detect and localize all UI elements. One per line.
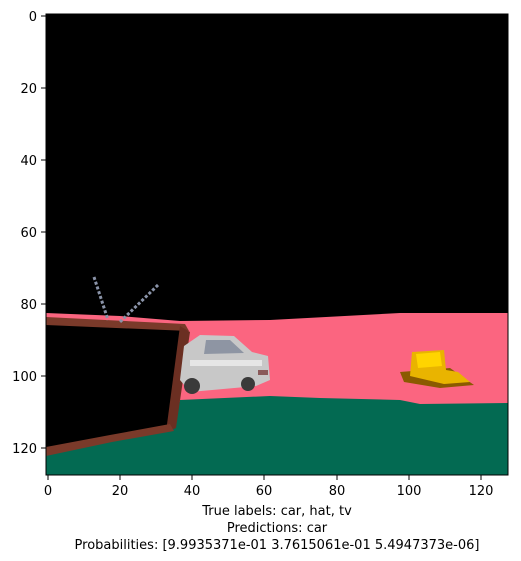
tv-frame-top bbox=[46, 317, 189, 331]
tv-frame-bottom bbox=[46, 424, 174, 456]
y-axis: 0 20 40 60 80 100 120 bbox=[12, 10, 46, 457]
x-tick-label: 20 bbox=[112, 484, 129, 499]
car-window bbox=[204, 340, 244, 354]
hat-object bbox=[400, 350, 474, 388]
x-tick-label: 80 bbox=[329, 484, 346, 499]
car-wheel-rear bbox=[184, 378, 200, 394]
tv-antenna-right bbox=[118, 283, 160, 324]
x-axis: 0 20 40 60 80 100 120 bbox=[44, 475, 494, 499]
y-tick-label: 40 bbox=[20, 154, 37, 169]
car-stripe bbox=[190, 360, 262, 366]
x-tick-label: 100 bbox=[397, 484, 422, 499]
axes-frame bbox=[45, 13, 509, 476]
x-tick-label: 0 bbox=[44, 484, 52, 499]
y-tick-label: 20 bbox=[20, 82, 37, 97]
tv-screen bbox=[46, 322, 185, 452]
y-tick-label: 0 bbox=[29, 10, 37, 25]
hat-highlight bbox=[416, 352, 442, 368]
scene-ground bbox=[46, 396, 508, 475]
x-tick-label: 60 bbox=[256, 484, 273, 499]
car-wheel-front bbox=[241, 377, 255, 391]
predictions-text: Predictions: car bbox=[227, 521, 328, 536]
y-tick-label: 60 bbox=[20, 226, 37, 241]
y-tick-label: 80 bbox=[20, 298, 37, 313]
x-tick-label: 120 bbox=[469, 484, 494, 499]
true-labels-text: True labels: car, hat, tv bbox=[201, 504, 352, 519]
y-tick-label: 100 bbox=[12, 370, 37, 385]
image-panel bbox=[46, 14, 508, 475]
car-light bbox=[258, 370, 268, 375]
y-tick-label: 120 bbox=[12, 442, 37, 457]
x-tick-label: 40 bbox=[184, 484, 201, 499]
caption: True labels: car, hat, tv Predictions: c… bbox=[75, 504, 480, 553]
tv-antenna-left bbox=[92, 276, 110, 321]
car-object bbox=[180, 335, 270, 394]
probabilities-text: Probabilities: [9.9935371e-01 3.7615061e… bbox=[75, 538, 480, 553]
